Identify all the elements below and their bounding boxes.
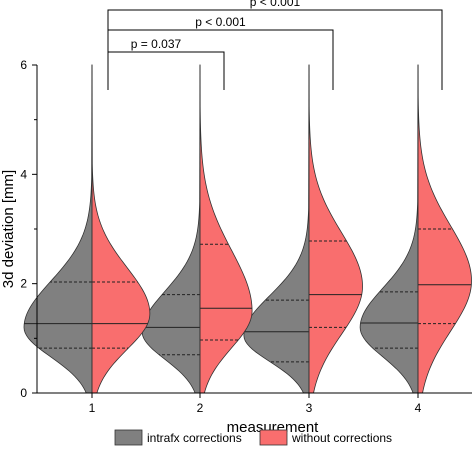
significance-label: p = 0.037 <box>131 37 182 51</box>
significance-bracket <box>107 51 225 90</box>
violin-half-right-1 <box>91 64 151 394</box>
x-tick-label: 1 <box>89 401 96 415</box>
ticks: 0 2 4 6 1 2 3 4 <box>20 58 421 415</box>
significance-brackets: p = 0.037 p < 0.001 p < 0.001 <box>107 0 443 90</box>
y-axis-title: 3d deviation [mm] <box>0 170 17 288</box>
legend: intrafx corrections without corrections <box>114 429 392 446</box>
y-tick-label: 2 <box>20 277 27 291</box>
y-tick-label: 4 <box>20 167 27 181</box>
x-tick-label: 3 <box>306 401 313 415</box>
y-tick-label: 6 <box>20 58 27 72</box>
violin-half-right-2 <box>199 64 253 394</box>
significance-bracket <box>107 9 443 90</box>
significance-label: p < 0.001 <box>195 15 246 29</box>
x-axis-title: measurement <box>227 419 320 436</box>
x-tick-label: 2 <box>197 401 204 415</box>
violin-half-left-3 <box>243 64 310 394</box>
x-tick-label: 4 <box>415 401 422 415</box>
y-tick-label: 0 <box>20 386 27 400</box>
legend-label: intrafx corrections <box>147 431 242 445</box>
legend-swatch <box>114 429 143 446</box>
violin-half-left-4 <box>359 64 419 394</box>
violins <box>23 64 472 394</box>
legend-label: without corrections <box>291 431 392 445</box>
legend-swatch <box>259 429 288 446</box>
violin-half-right-3 <box>308 64 363 394</box>
violin-half-left-2 <box>141 64 201 394</box>
significance-label: p < 0.001 <box>250 0 301 9</box>
